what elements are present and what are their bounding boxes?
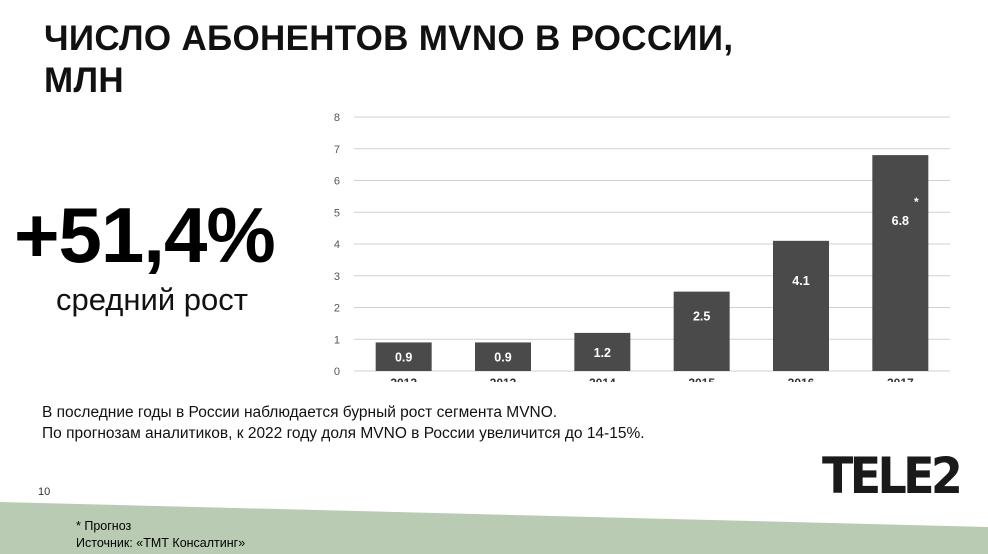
y-tick-label: 0 — [334, 366, 340, 378]
y-tick-label: 3 — [334, 271, 340, 283]
x-tick-label: 2015 — [688, 376, 715, 382]
tele2-logo: TELE2 — [822, 447, 963, 505]
y-tick-label: 7 — [334, 144, 340, 156]
y-tick-label: 2 — [334, 303, 340, 315]
data-label: 6.8 — [892, 214, 909, 228]
slide-title-line-1: ЧИСЛО АБОНЕНТОВ MVNO В РОССИИ, — [44, 19, 734, 58]
forecast-asterisk: * — [914, 195, 919, 209]
x-tick-label: 2012 — [390, 376, 417, 382]
x-tick-label: 2013 — [490, 376, 517, 382]
chart-svg: 0 1 2 3 4 5 6 7 8 0.9 2012 0.9 2013 1.2 2014 2.5 2015 4.1… — [334, 112, 950, 382]
slide-title: ЧИСЛО АБОНЕНТОВ MVNO В РОССИИ, МЛН — [44, 18, 844, 102]
subscribers-bar-chart: 0 1 2 3 4 5 6 7 8 0.9 2012 0.9 2013 1.2 2014 2.5 2015 4.1… — [320, 100, 960, 382]
data-label: 4.1 — [792, 274, 809, 288]
footnote-source: Источник: «ТМТ Консалтинг» — [76, 536, 246, 550]
x-tick-label: 2014 — [589, 376, 616, 382]
body-text-line-2: По прогнозам аналитиков, к 2022 году дол… — [42, 425, 645, 442]
bar — [773, 240, 829, 371]
average-growth-caption: средний рост — [56, 282, 248, 317]
footnote-forecast: * Прогноз — [76, 519, 132, 533]
y-tick-label: 4 — [334, 239, 340, 251]
data-label: 1.2 — [594, 346, 611, 360]
data-label: 0.9 — [395, 351, 412, 365]
bar — [673, 291, 730, 371]
body-text: В последние годы в России наблюдается бу… — [42, 402, 822, 444]
y-tick-label: 5 — [334, 207, 340, 219]
bar — [375, 342, 432, 371]
average-growth-value: +51,4% — [14, 191, 276, 279]
data-label: 0.9 — [494, 351, 511, 365]
y-tick-label: 1 — [334, 334, 340, 346]
footnotes: * Прогноз Источник: «ТМТ Консалтинг» — [76, 518, 245, 552]
bar — [475, 342, 531, 371]
data-label: 2.5 — [693, 309, 710, 323]
bar — [574, 332, 631, 371]
bar — [872, 155, 929, 371]
slide-title-line-2: МЛН — [44, 61, 124, 100]
page-number: 10 — [38, 486, 51, 498]
y-tick-label: 6 — [334, 176, 340, 188]
y-tick-label: 8 — [334, 112, 340, 124]
x-tick-label: 2016 — [788, 376, 815, 382]
x-tick-label: 2017 — [887, 376, 914, 382]
body-text-line-1: В последние годы в России наблюдается бу… — [42, 404, 558, 421]
